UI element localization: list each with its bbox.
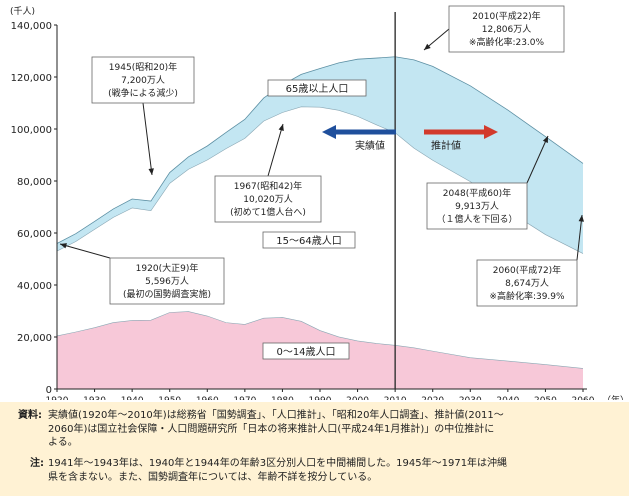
series-boundary-line: [56, 106, 584, 254]
callout-pointer: [59, 243, 111, 259]
x-tick-label: 2020: [421, 396, 444, 400]
callout-box: [109, 257, 225, 305]
source-line: よる。: [48, 437, 78, 448]
actual-label: 実績値: [355, 139, 385, 152]
population-chart: 0 20,000 40,000 60,000 80,000 100,000 120,000 1…: [10, 5, 629, 400]
callout-arrowhead: [148, 168, 154, 175]
callout-text: ※高齢化率:23.0%: [469, 36, 545, 48]
callout-arrowhead: [278, 124, 284, 131]
callout-text: 2010(平成22)年: [472, 10, 540, 22]
remark-line: 県を含まない。また、国勢調査年については、年齢不詳を按分している。: [48, 471, 378, 483]
projected-arrow-head: [484, 125, 498, 139]
series-label-box: [267, 79, 367, 97]
y-tick-label: 120,000: [11, 73, 52, 84]
series-label: 15〜64歳人口: [276, 235, 341, 247]
callout-text: 10,020万人: [243, 194, 293, 205]
callout-text: 12,806万人: [482, 24, 532, 35]
source-label: 資料:: [18, 410, 42, 421]
series-label: 0〜14歳人口: [276, 346, 335, 358]
series-label-box: [262, 231, 356, 249]
callout-text: (初めて1億人台へ): [230, 206, 306, 218]
callout-text: 2048(平成60)年: [443, 187, 511, 199]
y-tick-label: 0: [46, 385, 52, 396]
callout-box: [476, 259, 578, 307]
remark-line: 1941年〜1943年は、1940年と1944年の年齢3区分別人口を中間補間した…: [48, 458, 508, 469]
callout-text: 2060(平成72)年: [493, 264, 561, 276]
callout-pointer: [526, 135, 549, 184]
notes-panel: 資料: 実績値(1920年〜2010年)は総務省「国勢調査」、「人口推計」、「昭…: [0, 402, 629, 496]
callout-text: 9,913万人: [455, 201, 499, 212]
callout-box: [426, 182, 528, 230]
x-tick-label: 2050: [534, 396, 557, 400]
x-tick-label: 2010: [384, 396, 407, 400]
callout-arrowhead: [578, 215, 584, 222]
callout-arrowhead: [424, 43, 431, 50]
series-label-box: [262, 342, 350, 360]
x-tick-label: 1920: [46, 396, 69, 400]
callout-text: (最初の国勢調査実施): [123, 288, 211, 300]
x-tick-label: 2000: [346, 396, 369, 400]
y-tick-label: 60,000: [17, 229, 52, 240]
series-boundary-line: [56, 311, 584, 369]
x-tick-label: 1930: [83, 396, 106, 400]
source-line: 2060年)は国立社会保障・人口問題研究所「日本の将来推計人口(平成24年1月推…: [48, 423, 495, 435]
y-unit-label: (千人): [10, 6, 35, 17]
x-tick-label: 1990: [309, 396, 332, 400]
series-label: 65歳以上人口: [286, 83, 349, 95]
x-tick-label: 1980: [271, 396, 294, 400]
x-unit-label: （年）: [602, 394, 629, 400]
x-tick-label: 1970: [233, 396, 256, 400]
callout-text: 7,200万人: [121, 75, 165, 86]
callout-pointer: [576, 214, 583, 261]
callout-text: 1967(昭和42)年: [234, 180, 302, 192]
x-tick-label: 1940: [121, 396, 144, 400]
y-tick-label: 20,000: [17, 333, 52, 344]
source-line: 実績値(1920年〜2010年)は総務省「国勢調査」、「人口推計」、「昭和20年…: [48, 410, 504, 421]
x-tick-label: 1960: [196, 396, 219, 400]
x-tick-label: 2030: [459, 396, 482, 400]
callout-text: 5,596万人: [145, 276, 189, 287]
callout-text: （１億人を下回る）: [436, 213, 517, 225]
y-tick-label: 40,000: [17, 281, 52, 292]
x-tick-label: 2040: [496, 396, 519, 400]
chart-axes: 0 20,000 40,000 60,000 80,000 100,000 120,000 1…: [10, 6, 629, 400]
projected-label: 推計値: [431, 139, 461, 152]
callout-text: 8,674万人: [505, 278, 549, 289]
y-tick-label: 140,000: [11, 21, 52, 32]
callout-text: (戦争による減少): [108, 87, 178, 99]
y-tick-label: 100,000: [11, 125, 52, 136]
callout-pointer: [267, 123, 284, 177]
callout-arrowhead: [60, 243, 67, 249]
callout-pointer: [142, 102, 153, 176]
y-tick-label: 80,000: [17, 177, 52, 188]
x-tick-label: 1950: [158, 396, 181, 400]
actual-arrow-head: [322, 125, 336, 139]
callout-box: [214, 175, 322, 223]
x-tick-label: 2060: [572, 396, 595, 400]
callout-text: 1945(昭和20)年: [109, 61, 177, 73]
area-age-65-plus: [57, 56, 583, 254]
callout-arrowhead: [542, 136, 548, 143]
chart-annotations: 65歳以上人口 15〜64歳人口 0〜14歳人口 実績値 推計値 2010(平成22)年 1…: [59, 5, 584, 360]
callout-text: 1920(大正9)年: [136, 262, 199, 274]
callout-text: ※高齢化率:39.9%: [489, 290, 565, 302]
callout-box: [91, 56, 195, 104]
remark-label: 注:: [30, 458, 44, 469]
callout-box: [448, 5, 565, 53]
